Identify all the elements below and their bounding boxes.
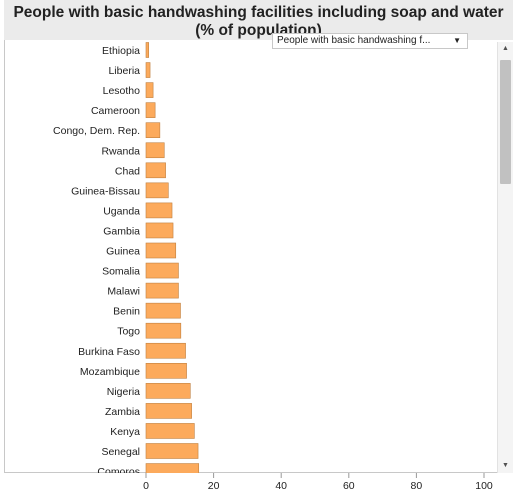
indicator-select[interactable]: People with basic handwashing f... ▼ [272, 33, 468, 49]
category-label: Burkina Faso [78, 346, 140, 358]
category-label: Comoros [97, 466, 140, 478]
category-label: Senegal [101, 446, 140, 458]
category-label: Ethiopia [102, 45, 140, 57]
category-label: Gambia [103, 225, 140, 237]
x-tick-label: 40 [275, 480, 287, 492]
category-label: Kenya [110, 426, 140, 438]
category-label: Uganda [103, 205, 140, 217]
category-label: Mozambique [80, 366, 140, 378]
bar-lesotho[interactable] [145, 82, 154, 98]
x-tick-label: 20 [208, 480, 220, 492]
category-label: Togo [117, 326, 140, 338]
bar-cameroon[interactable] [145, 102, 156, 118]
x-tick-label: 80 [411, 480, 423, 492]
bar-liberia[interactable] [145, 62, 151, 78]
chart-title-bar: People with basic handwashing facilities… [4, 0, 513, 40]
category-label: Liberia [108, 65, 140, 77]
category-label: Congo, Dem. Rep. [53, 125, 140, 137]
bar-burkina-faso[interactable] [145, 342, 186, 359]
bar-rwanda[interactable] [145, 142, 165, 159]
category-label: Rwanda [101, 145, 140, 157]
bar-guinea[interactable] [145, 242, 177, 259]
vertical-scrollbar[interactable]: ▲ ▼ [497, 42, 513, 473]
category-label: Zambia [105, 406, 140, 418]
bar-kenya[interactable] [145, 423, 195, 439]
indicator-select-value: People with basic handwashing f... [277, 35, 431, 46]
x-tick-label: 0 [143, 480, 149, 492]
scroll-down-arrow-icon[interactable]: ▼ [502, 462, 509, 469]
bar-comoros[interactable] [145, 463, 200, 479]
bar-nigeria[interactable] [145, 383, 191, 399]
bar-gambia[interactable] [145, 222, 174, 239]
category-label: Benin [113, 306, 140, 318]
bar-malawi[interactable] [145, 282, 179, 299]
bar-mozambique[interactable] [145, 362, 187, 379]
category-label: Cameroon [91, 105, 140, 117]
x-tick-label: 60 [343, 480, 355, 492]
category-label: Nigeria [107, 386, 140, 398]
bar-chad[interactable] [145, 162, 166, 179]
x-tick-label: 100 [475, 480, 493, 492]
category-label: Guinea-Bissau [71, 185, 140, 197]
bar-senegal[interactable] [145, 443, 199, 459]
bar-congo-dem-rep[interactable] [145, 122, 161, 138]
bar-chart: Ethiopia Liberia Lesotho Cameroon Congo, Dem… [53, 42, 493, 492]
bar-zambia[interactable] [145, 403, 192, 419]
category-label: Guinea [106, 246, 140, 258]
category-label: Lesotho [103, 85, 141, 97]
category-label: Chad [115, 165, 140, 177]
scrollbar-thumb[interactable] [500, 60, 511, 184]
bar-uganda[interactable] [145, 202, 173, 219]
category-label: Somalia [102, 266, 140, 278]
category-label: Malawi [107, 286, 140, 298]
bar-somalia[interactable] [145, 262, 179, 279]
bar-benin[interactable] [145, 302, 181, 319]
scroll-up-arrow-icon[interactable]: ▲ [502, 45, 509, 52]
chevron-down-icon: ▼ [453, 36, 461, 45]
bar-togo[interactable] [145, 322, 182, 339]
bar-guinea-bissau[interactable] [145, 182, 169, 199]
plot-frame [4, 40, 497, 473]
bar-ethiopia[interactable] [145, 42, 150, 58]
